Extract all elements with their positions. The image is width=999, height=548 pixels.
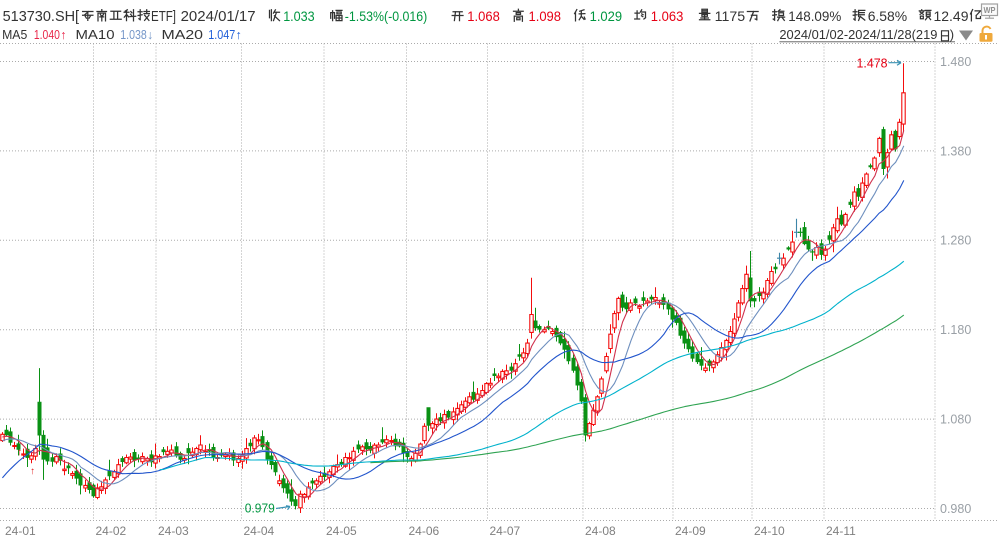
svg-text:24-06: 24-06 [409, 524, 440, 538]
svg-text:24-11: 24-11 [826, 524, 856, 538]
svg-text:1.280: 1.280 [940, 234, 971, 248]
svg-text:24-05: 24-05 [326, 524, 357, 538]
svg-text:): ) [950, 27, 954, 42]
svg-text:24-04: 24-04 [244, 524, 275, 538]
svg-text:1.038: 1.038 [120, 27, 147, 42]
svg-text:MA10: MA10 [76, 27, 115, 42]
svg-text:1.080: 1.080 [940, 413, 971, 427]
svg-text:1.040: 1.040 [34, 27, 60, 42]
svg-text:513730.SH[: 513730.SH[ [3, 9, 80, 25]
svg-text:↑: ↑ [236, 28, 242, 42]
svg-text:↑: ↑ [60, 28, 66, 42]
svg-text:1.478: 1.478 [857, 57, 888, 71]
svg-text:6.58%: 6.58% [868, 8, 908, 24]
svg-text:2024/01/17: 2024/01/17 [181, 9, 256, 25]
svg-text:24-09: 24-09 [675, 524, 706, 538]
svg-text:-1.53%(-0.016): -1.53%(-0.016) [345, 8, 428, 24]
svg-text:1175: 1175 [715, 8, 746, 24]
svg-text:24-03: 24-03 [158, 524, 189, 538]
svg-text:1.180: 1.180 [940, 323, 971, 337]
svg-text:1.063: 1.063 [651, 8, 684, 24]
svg-text:WP: WP [984, 5, 996, 15]
svg-text:MA20: MA20 [162, 27, 204, 42]
svg-text:2024/01/02-2024/11/28(219: 2024/01/02-2024/11/28(219 [779, 27, 937, 42]
svg-text:↓: ↓ [147, 28, 153, 42]
svg-text:ETF]: ETF] [151, 9, 176, 25]
svg-text:↑: ↑ [17, 447, 22, 458]
svg-text:1.098: 1.098 [529, 8, 562, 24]
svg-text:24-08: 24-08 [585, 524, 616, 538]
svg-text:12.49: 12.49 [934, 8, 969, 24]
svg-text:1.033: 1.033 [283, 8, 315, 24]
svg-text:24-07: 24-07 [490, 524, 521, 538]
svg-text:24-10: 24-10 [754, 524, 785, 538]
svg-text:148.09%: 148.09% [788, 8, 841, 24]
svg-text:0.979: 0.979 [245, 502, 275, 516]
svg-text:0.980: 0.980 [940, 502, 971, 516]
svg-text:24-01: 24-01 [5, 524, 36, 538]
svg-text:↑: ↑ [30, 466, 35, 477]
svg-text:24-02: 24-02 [96, 524, 127, 538]
svg-text:1.068: 1.068 [467, 8, 500, 24]
svg-text:1.380: 1.380 [940, 144, 971, 158]
svg-text:1.480: 1.480 [940, 55, 971, 69]
svg-text:MA5: MA5 [2, 27, 27, 42]
svg-text:1.047: 1.047 [208, 27, 235, 42]
svg-text:1.029: 1.029 [590, 8, 623, 24]
